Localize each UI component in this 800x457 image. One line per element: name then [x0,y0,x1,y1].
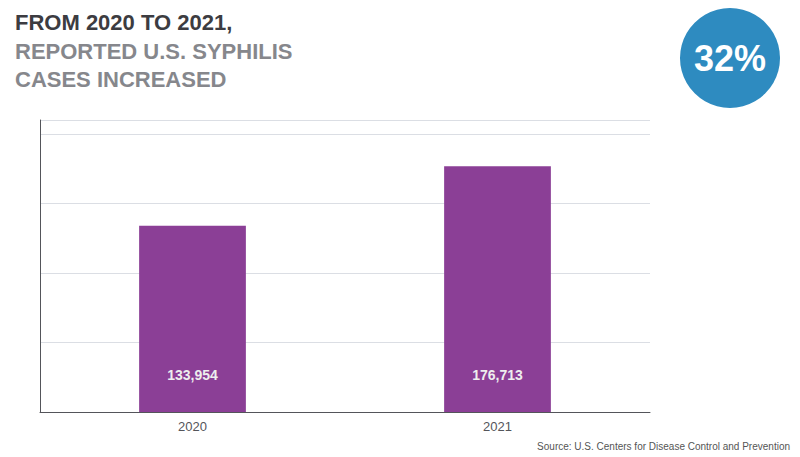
svg-text:133,954: 133,954 [167,367,218,383]
svg-text:176,713: 176,713 [472,367,523,383]
svg-text:CASES INCREASED: CASES INCREASED [15,67,226,92]
svg-text:FROM 2020 TO 2021,: FROM 2020 TO 2021, [15,10,232,35]
svg-text:32%: 32% [694,38,766,79]
svg-text:2021: 2021 [483,419,512,434]
svg-text:Source: U.S. Centers for Disea: Source: U.S. Centers for Disease Control… [537,441,790,452]
svg-text:REPORTED U.S. SYPHILIS: REPORTED U.S. SYPHILIS [15,39,293,64]
svg-text:2020: 2020 [178,419,207,434]
